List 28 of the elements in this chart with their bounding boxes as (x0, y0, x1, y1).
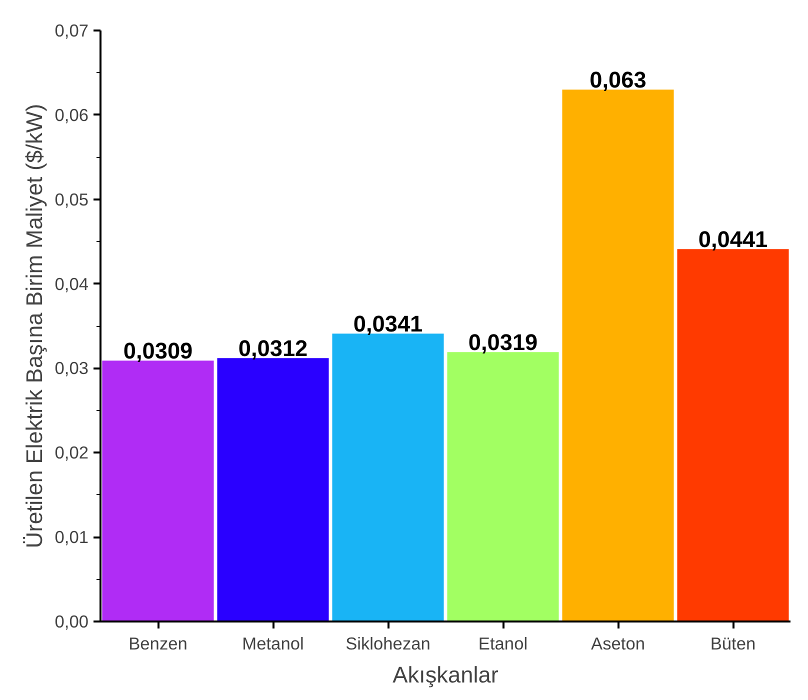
x-tick-label: Benzen (128, 634, 188, 654)
y-tick-label: 0,06 (54, 104, 89, 125)
y-tick-label: 0,04 (54, 274, 89, 294)
x-tick-label: Metanol (242, 634, 304, 654)
bar (102, 360, 214, 622)
data-label: 0,0312 (238, 335, 308, 362)
data-label: 0,0309 (123, 338, 193, 364)
x-tick-label: Siklohezan (346, 634, 430, 654)
data-label: 0,0441 (698, 226, 768, 252)
bar (217, 358, 329, 622)
data-label: 0,0341 (353, 310, 423, 337)
y-axis-title: Üretilen Elektrik Başına Birim Maliyet ($/kW) (20, 104, 47, 548)
y-tick-label: 0,03 (54, 358, 89, 378)
bar (677, 249, 789, 622)
bar (447, 352, 559, 622)
x-tick-label: Etanol (478, 634, 528, 654)
x-tick-label: Büten (710, 634, 756, 654)
data-label: 0,0319 (468, 329, 538, 356)
y-tick-label: 0,00 (54, 612, 89, 632)
data-label: 0,063 (590, 66, 646, 93)
y-tick-label: 0,01 (54, 527, 89, 548)
x-tick-label: Aseton (591, 634, 645, 654)
y-tick-label: 0,02 (54, 442, 89, 463)
y-tick-label: 0,05 (54, 189, 89, 210)
y-tick-label: 0,07 (54, 20, 89, 40)
x-axis-title: Akışkanlar (392, 662, 499, 688)
bar (332, 334, 444, 622)
bar (562, 90, 674, 622)
